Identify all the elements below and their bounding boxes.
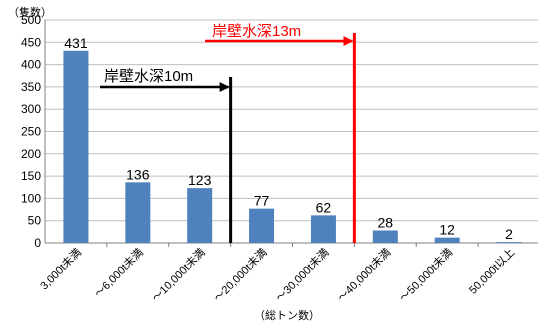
bar	[310, 215, 336, 243]
x-tick-label: ～40,000t未満	[335, 246, 393, 304]
bar	[63, 50, 89, 243]
y-tick-label: 150	[21, 169, 41, 183]
bar	[187, 188, 213, 243]
x-tick-label: ～50,000t未満	[397, 246, 455, 304]
y-axis: 0 50 100 150 200 250 300 350 400 450 500	[21, 13, 538, 250]
y-tick-label: 500	[21, 13, 41, 27]
bars: 431 136 123 77 62 28 12 2	[63, 35, 522, 247]
data-label: 123	[188, 172, 212, 188]
bar	[372, 230, 398, 243]
data-label: 62	[316, 199, 332, 215]
annotations: 岸壁水深10m 岸壁水深13m	[100, 23, 356, 243]
y-tick-label: 200	[21, 147, 41, 161]
y-axis-title: （隻数）	[8, 5, 52, 19]
threshold-label: 岸壁水深10m	[104, 68, 193, 85]
threshold-label: 岸壁水深13m	[212, 23, 301, 40]
x-tick-label: ～6,000t未満	[92, 246, 146, 300]
bar	[434, 237, 460, 243]
x-tick-label: 3,000t未満	[38, 246, 84, 292]
bar	[249, 208, 275, 243]
y-tick-label: 0	[34, 236, 41, 250]
data-label: 12	[439, 222, 455, 238]
x-axis-title: （総トン数）	[254, 308, 320, 321]
data-label: 136	[126, 166, 150, 182]
y-tick-label: 100	[21, 191, 41, 205]
data-label: 28	[378, 215, 394, 231]
y-tick-label: 50	[28, 214, 42, 228]
bar	[125, 182, 151, 243]
x-tick-label: 50,000t以上	[466, 246, 517, 297]
x-axis-labels: 3,000t未満 ～6,000t未満 ～10,000t未満 ～20,000t未満 ～30…	[38, 246, 518, 304]
y-tick-label: 350	[21, 80, 41, 94]
x-tick-label: ～20,000t未満	[211, 246, 269, 304]
x-tick-label: ～10,000t未満	[149, 246, 207, 304]
y-tick-label: 300	[21, 102, 41, 116]
x-tick-label: ～30,000t未満	[273, 246, 331, 304]
data-label: 77	[254, 193, 270, 209]
gridlines	[45, 19, 538, 222]
data-label: 2	[505, 226, 513, 242]
y-tick-label: 250	[21, 125, 41, 139]
data-label: 431	[64, 35, 88, 51]
y-tick-label: 400	[21, 58, 41, 72]
bar	[496, 242, 522, 243]
y-tick-label: 450	[21, 35, 41, 49]
